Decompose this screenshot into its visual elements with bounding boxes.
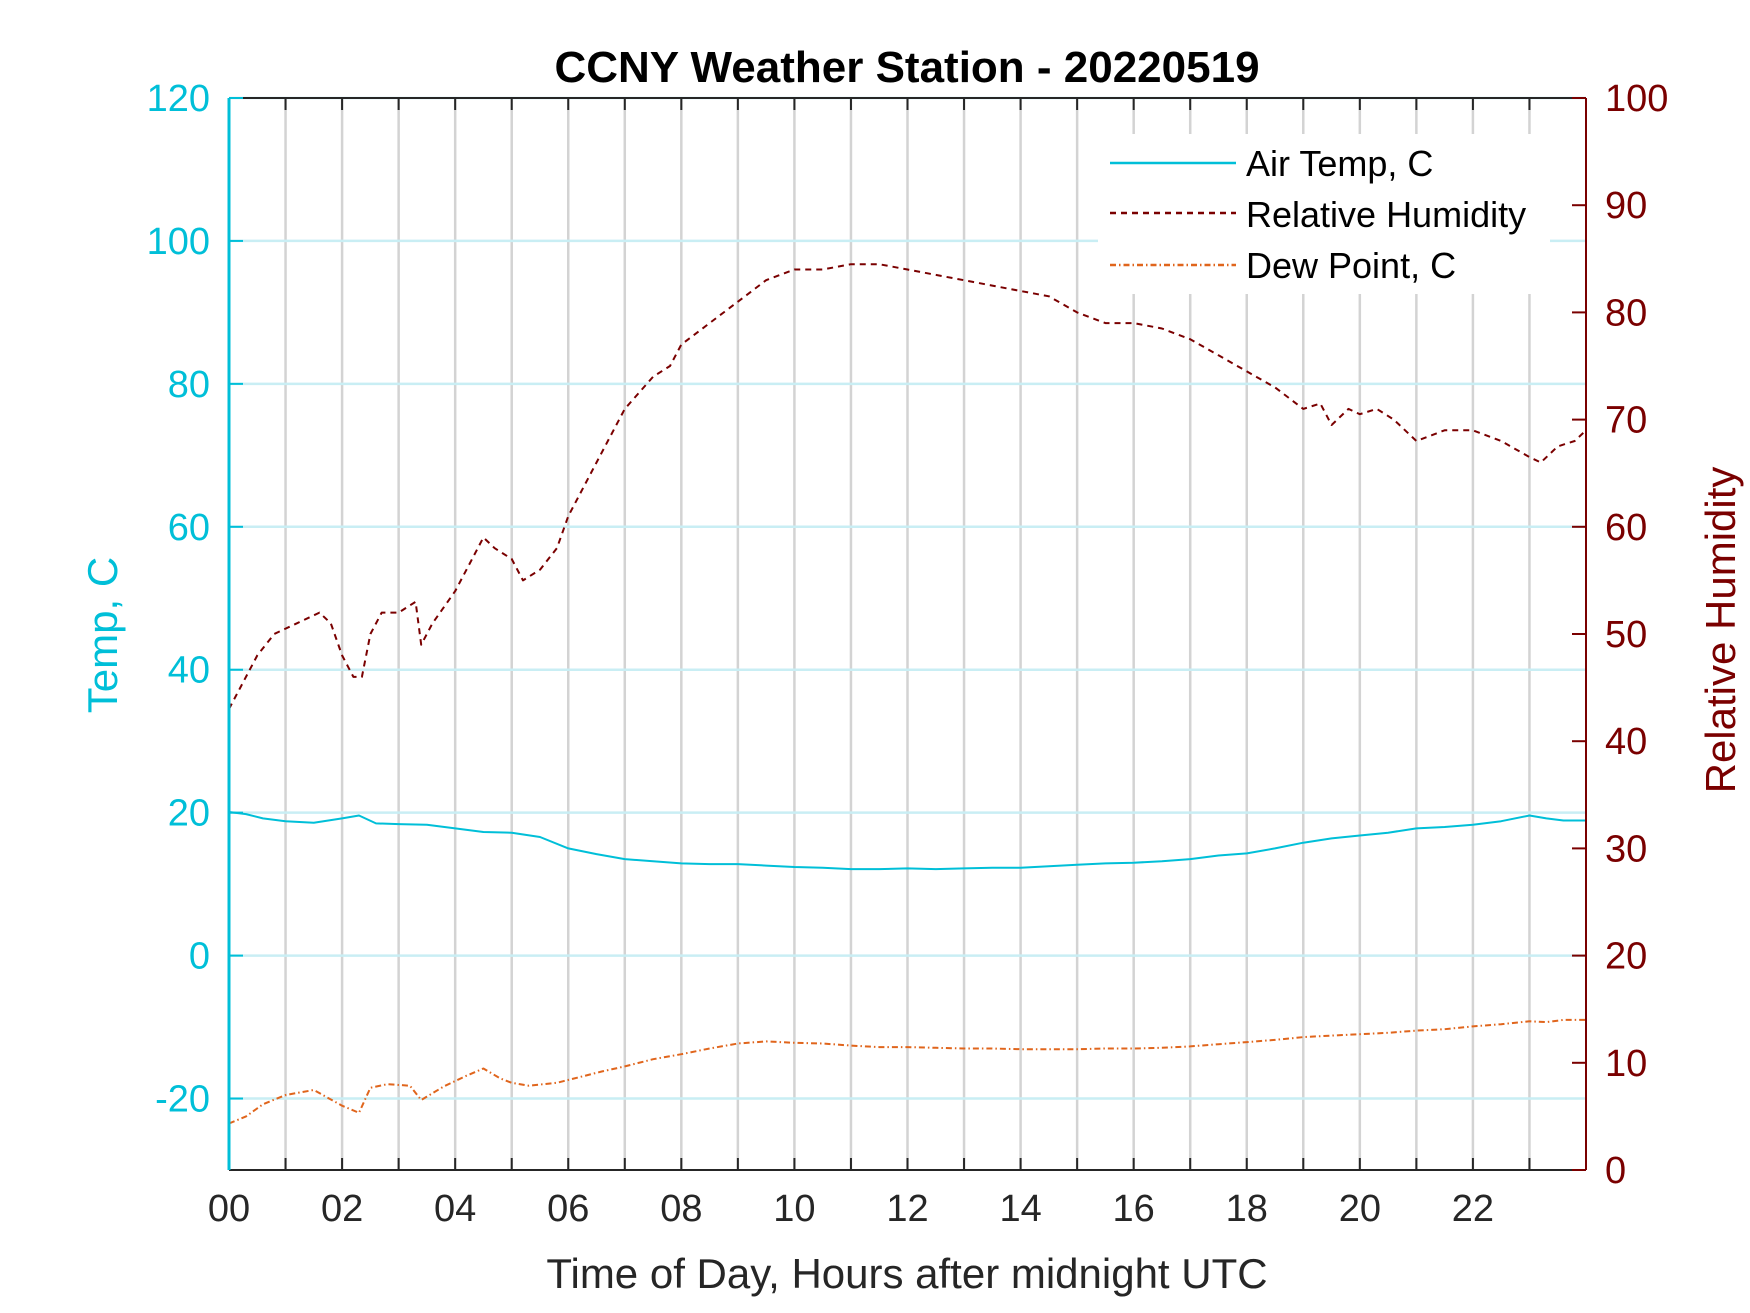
y-right-axis-label: Relative Humidity	[1697, 467, 1744, 794]
legend-box	[1098, 134, 1550, 294]
y-left-tick-label: 80	[168, 364, 210, 406]
legend-label-dew-point: Dew Point, C	[1246, 245, 1456, 286]
x-tick-label: 22	[1452, 1188, 1494, 1230]
x-tick-label: 08	[660, 1188, 702, 1230]
y-left-tick-label: -20	[155, 1079, 210, 1121]
y-right-tick-label: 30	[1605, 828, 1647, 870]
y-right-tick-label: 100	[1605, 78, 1668, 120]
x-axis-label: Time of Day, Hours after midnight UTC	[546, 1250, 1267, 1297]
x-tick-label: 00	[208, 1188, 250, 1230]
y-right-tick-label: 0	[1605, 1150, 1626, 1192]
y-left-tick-label: 100	[147, 221, 210, 263]
y-right-tick-label: 50	[1605, 614, 1647, 656]
y-right-tick-label: 20	[1605, 936, 1647, 978]
x-tick-label: 12	[886, 1188, 928, 1230]
series-line-dew-point	[228, 1018, 1586, 1125]
grid-layer	[229, 96, 1586, 1170]
series-layer	[228, 263, 1587, 1125]
y-left-axis-label: Temp, C	[79, 557, 126, 713]
y-left-tick-label: 120	[147, 78, 210, 120]
x-tick-label: 06	[547, 1188, 589, 1230]
x-tick-label: 02	[321, 1188, 363, 1230]
legend-label-relative-humidity: Relative Humidity	[1246, 194, 1526, 235]
legend-label-air-temp: Air Temp, C	[1246, 143, 1433, 184]
x-tick-label: 10	[773, 1188, 815, 1230]
series-line-air-temp	[228, 811, 1586, 871]
y-right-tick-label: 90	[1605, 185, 1647, 227]
y-left-tick-label: 60	[168, 507, 210, 549]
x-tick-label: 04	[434, 1188, 476, 1230]
y-left-tick-label: 0	[189, 936, 210, 978]
y-left-tick-label: 40	[168, 650, 210, 692]
ticks-layer: 00 02 04 06 08 10 12 14 16 18 20 22-200204060801001…	[147, 78, 1669, 1230]
legend: Air Temp, C Relative Humidity Dew Point,…	[1098, 134, 1550, 294]
x-tick-label: 14	[999, 1188, 1041, 1230]
x-tick-label: 18	[1226, 1188, 1268, 1230]
x-tick-label: 20	[1339, 1188, 1381, 1230]
y-right-tick-label: 70	[1605, 400, 1647, 442]
y-right-tick-label: 80	[1605, 292, 1647, 334]
y-left-tick-label: 20	[168, 793, 210, 835]
y-right-tick-label: 60	[1605, 507, 1647, 549]
y-right-tick-label: 40	[1605, 721, 1647, 763]
chart-title: CCNY Weather Station - 20220519	[554, 43, 1259, 92]
x-tick-label: 16	[1113, 1188, 1155, 1230]
y-right-tick-label: 10	[1605, 1043, 1647, 1085]
series-line-relative-humidity	[228, 263, 1587, 710]
